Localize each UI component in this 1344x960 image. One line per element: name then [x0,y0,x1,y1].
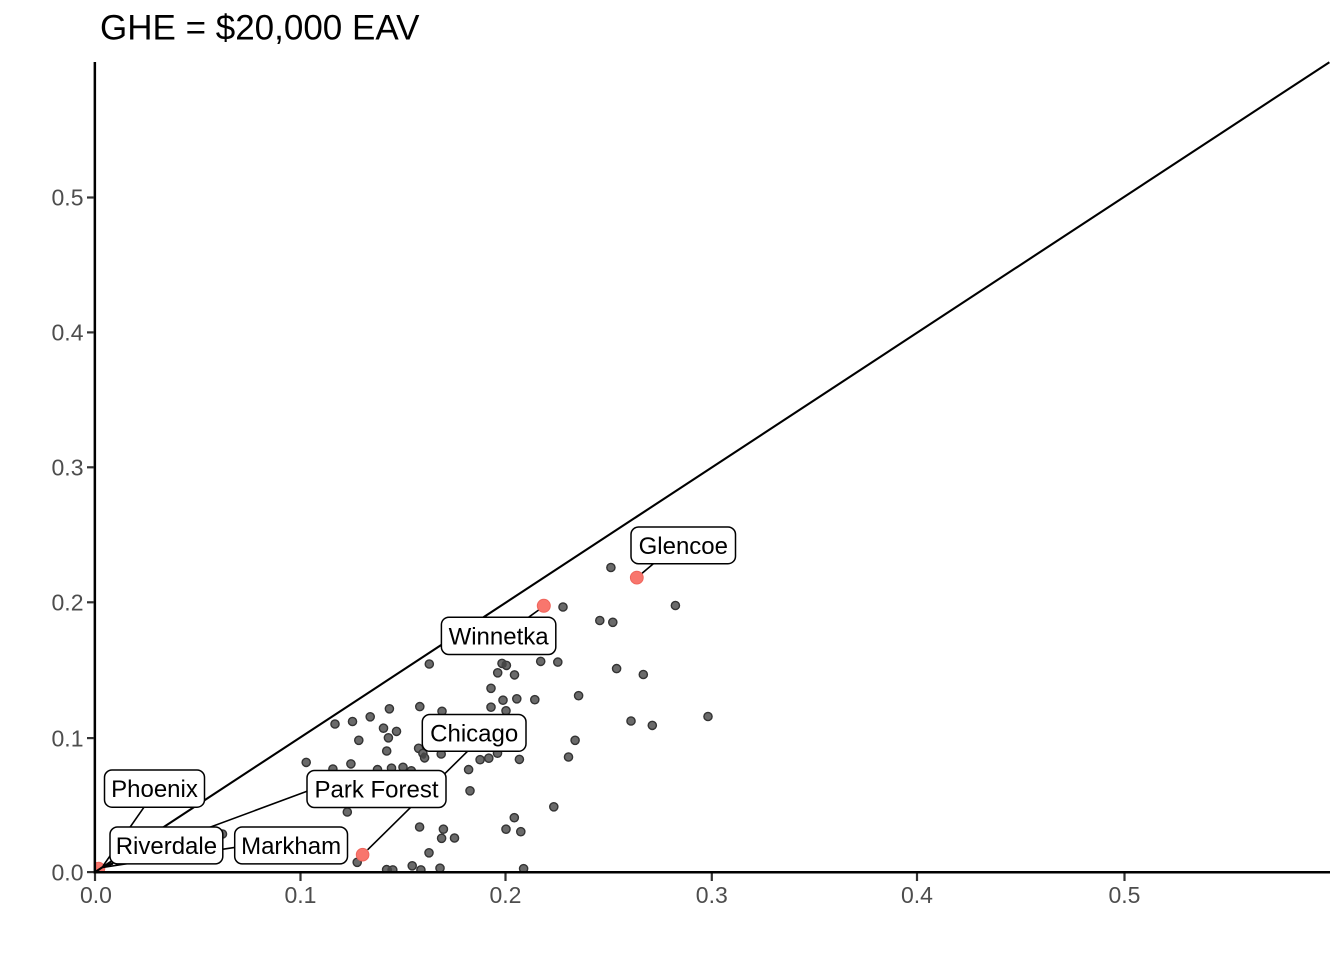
svg-text:Markham: Markham [241,833,341,860]
svg-text:0.5: 0.5 [1109,882,1141,908]
svg-text:0.3: 0.3 [696,882,728,908]
svg-text:0.2: 0.2 [52,590,84,616]
svg-text:0.3: 0.3 [52,455,84,481]
svg-text:Phoenix: Phoenix [111,776,198,803]
svg-text:0.2: 0.2 [490,882,522,908]
svg-text:GHE = $20,000 EAV: GHE = $20,000 EAV [100,9,420,48]
svg-text:Winnetka: Winnetka [449,624,550,651]
svg-text:0.0: 0.0 [52,859,84,885]
svg-text:0.4: 0.4 [52,320,84,346]
svg-text:0.1: 0.1 [52,725,84,751]
svg-text:Park Forest: Park Forest [314,777,438,804]
svg-text:Chicago: Chicago [430,721,518,748]
svg-text:Glencoe: Glencoe [639,533,728,560]
svg-text:0.5: 0.5 [52,185,84,211]
svg-text:Riverdale: Riverdale [116,833,217,860]
svg-text:0.1: 0.1 [285,882,317,908]
svg-text:0.4: 0.4 [901,882,933,908]
svg-text:0.0: 0.0 [80,882,112,908]
